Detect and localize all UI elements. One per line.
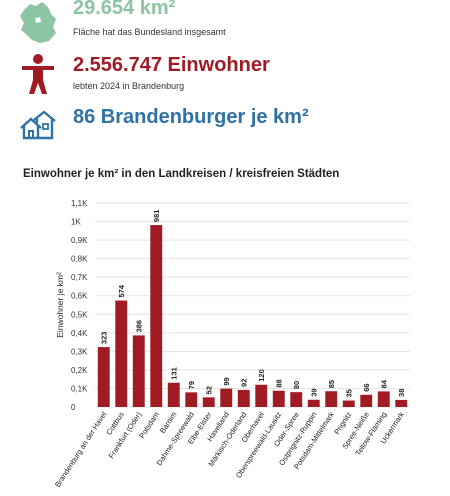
y-tick-label: 0,2K	[71, 366, 88, 375]
bar	[237, 389, 250, 407]
y-tick-label: 0,5K	[71, 310, 88, 319]
data-label: 66	[362, 383, 371, 391]
data-label: 84	[379, 379, 388, 388]
data-label: 52	[204, 386, 213, 394]
brandenburg-map-icon	[20, 2, 56, 43]
bar	[202, 397, 215, 407]
bar	[395, 399, 408, 407]
data-label: 131	[169, 367, 178, 380]
y-tick-label: 1,1K	[71, 199, 88, 208]
bar	[290, 392, 303, 407]
bar	[167, 382, 180, 407]
population-value: 2.556.747 Einwohner	[73, 54, 270, 76]
data-label: 120	[257, 369, 266, 382]
bar	[272, 390, 285, 407]
data-label: 92	[239, 379, 248, 387]
bar-chart: 0 0,1K 0,2K 0,3K 0,4K 0,5K 0,6K 0,7K 0,8K 0,9K 1K 1…	[53, 199, 410, 489]
stat-area: 29.654 km² Fläche hat das Bundesland ins…	[0, 0, 450, 50]
y-tick-label: 0,6K	[71, 292, 88, 301]
y-axis-label: Einwohner je km²	[55, 272, 65, 338]
data-label: 981	[152, 210, 161, 223]
bar	[150, 225, 163, 407]
data-label: 35	[344, 389, 353, 397]
bar	[97, 347, 110, 407]
density-value: 86 Brandenburger je km²	[73, 106, 309, 128]
data-label: 88	[274, 379, 283, 387]
bar	[255, 384, 268, 407]
bar	[307, 399, 320, 407]
area-caption: Fläche hat das Bundesland insgesamt	[73, 27, 226, 37]
bar	[377, 391, 390, 407]
data-label: 79	[187, 381, 196, 389]
data-label: 38	[397, 389, 406, 397]
data-label: 386	[134, 320, 143, 333]
y-tick-label: 0,7K	[71, 273, 88, 282]
houses-icon	[20, 110, 56, 140]
bar	[342, 400, 355, 407]
population-caption: lebten 2024 in Brandenburg	[73, 81, 185, 91]
y-tick-label: 0	[71, 403, 76, 412]
person-icon	[22, 54, 54, 94]
y-tick-label: 0,9K	[71, 236, 88, 245]
stat-population: 2.556.747 Einwohner lebten 2024 in Brand…	[0, 52, 450, 102]
data-label: 85	[327, 380, 336, 388]
y-tick-label: 1K	[71, 218, 81, 227]
y-tick-label: 0,1K	[71, 384, 88, 393]
bar	[360, 394, 373, 407]
y-tick-label: 0,3K	[71, 347, 88, 356]
bar	[325, 391, 338, 407]
x-tick-label: Brandenburg an der Havel	[53, 410, 109, 489]
stat-density: 86 Brandenburger je km²	[0, 104, 450, 154]
y-tick-label: 0,4K	[71, 329, 88, 338]
data-label: 80	[292, 381, 301, 389]
bar	[132, 335, 145, 407]
chart-title: Einwohner je km² in den Landkreisen / kr…	[23, 168, 340, 180]
data-label: 99	[222, 377, 231, 385]
y-tick-label: 0,8K	[71, 255, 88, 264]
bar	[220, 388, 233, 407]
bar	[185, 392, 198, 407]
bar	[115, 300, 128, 407]
data-label: 323	[99, 332, 108, 345]
data-label: 39	[309, 388, 318, 396]
area-value: 29.654 km²	[73, 0, 176, 19]
data-label: 574	[117, 284, 126, 297]
